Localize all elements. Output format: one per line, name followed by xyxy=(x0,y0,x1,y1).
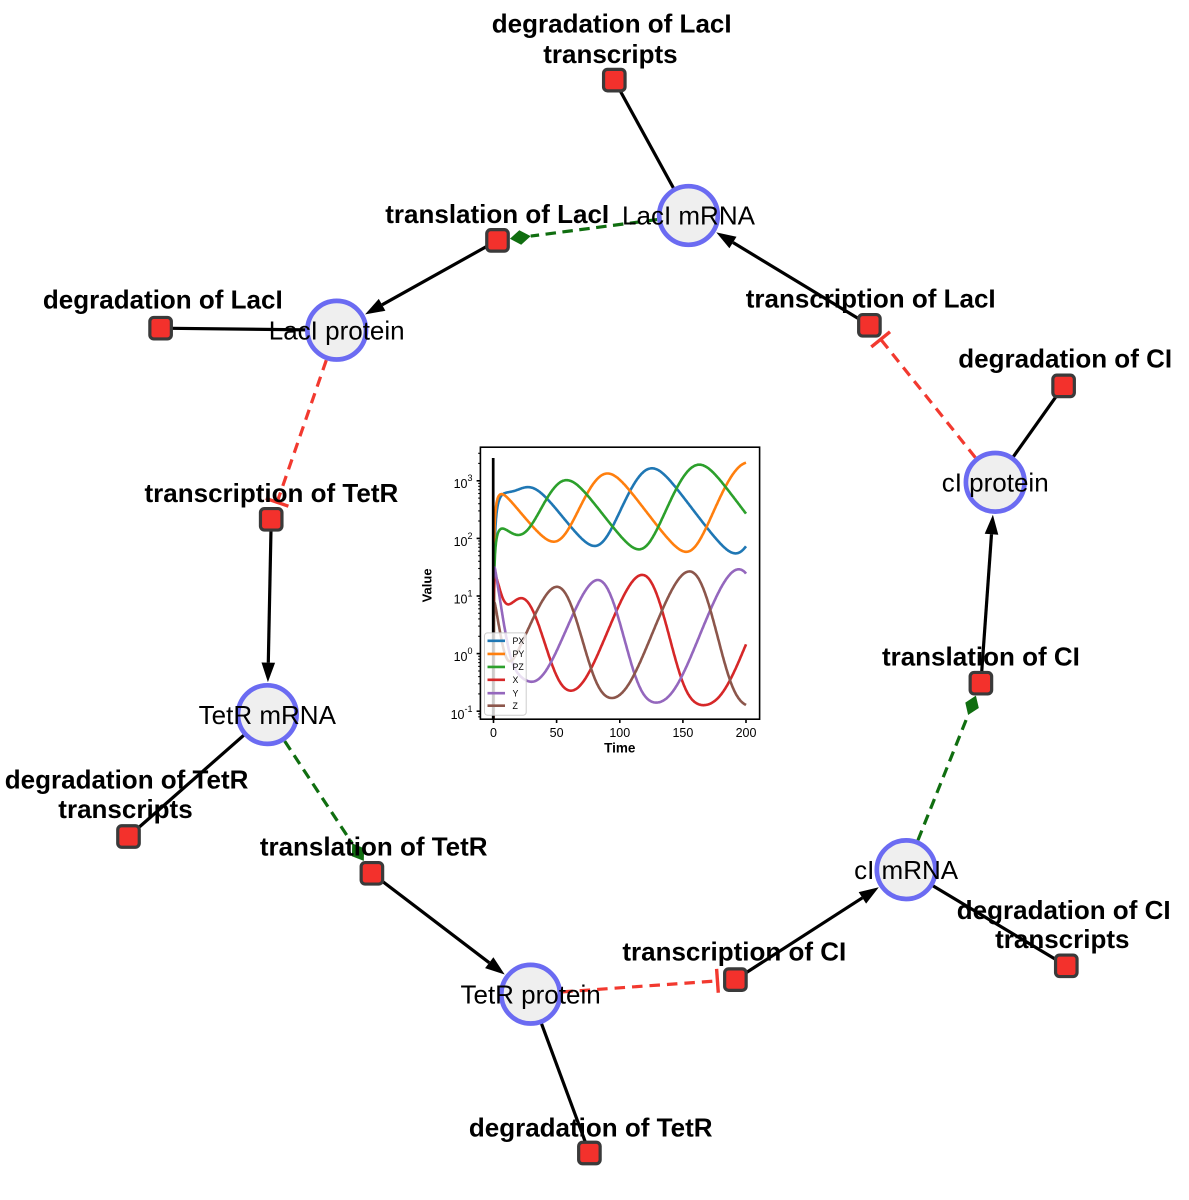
svg-text:TetR mRNA: TetR mRNA xyxy=(199,700,337,730)
svg-text:100: 100 xyxy=(609,726,630,740)
svg-text:transcription of LacI: transcription of LacI xyxy=(746,284,996,314)
svg-text:Z: Z xyxy=(513,701,519,711)
svg-text:PX: PX xyxy=(513,636,525,646)
svg-text:150: 150 xyxy=(672,726,693,740)
svg-text:transcription of TetR: transcription of TetR xyxy=(145,478,399,508)
svg-text:transcription of CI: transcription of CI xyxy=(622,936,846,966)
svg-text:translation of TetR: translation of TetR xyxy=(260,832,488,862)
svg-text:degradation of TetR: degradation of TetR xyxy=(469,1112,713,1142)
svg-text:LacI mRNA: LacI mRNA xyxy=(622,201,756,231)
svg-text:degradation of CI: degradation of CI xyxy=(957,895,1171,925)
svg-text:cI protein: cI protein xyxy=(942,468,1049,498)
svg-text:Y: Y xyxy=(513,688,519,698)
svg-text:50: 50 xyxy=(550,726,564,740)
svg-text:transcripts: transcripts xyxy=(543,39,677,69)
svg-text:200: 200 xyxy=(736,726,757,740)
svg-text:transcripts: transcripts xyxy=(995,924,1129,954)
svg-text:degradation of CI: degradation of CI xyxy=(958,344,1172,374)
svg-text:PZ: PZ xyxy=(513,662,525,672)
svg-text:translation of LacI: translation of LacI xyxy=(385,199,609,229)
svg-text:0: 0 xyxy=(490,726,497,740)
svg-text:translation of CI: translation of CI xyxy=(882,642,1080,672)
svg-text:cI mRNA: cI mRNA xyxy=(854,855,959,885)
svg-text:degradation of LacI: degradation of LacI xyxy=(492,9,732,39)
svg-text:Time: Time xyxy=(604,741,636,756)
svg-text:X: X xyxy=(513,675,519,685)
svg-text:degradation of TetR: degradation of TetR xyxy=(5,764,249,794)
svg-text:LacI protein: LacI protein xyxy=(269,315,405,345)
svg-text:TetR protein: TetR protein xyxy=(461,979,601,1009)
svg-text:PY: PY xyxy=(513,649,525,659)
svg-text:degradation of LacI: degradation of LacI xyxy=(43,284,283,314)
svg-text:Value: Value xyxy=(420,568,435,602)
svg-text:transcripts: transcripts xyxy=(58,794,192,824)
